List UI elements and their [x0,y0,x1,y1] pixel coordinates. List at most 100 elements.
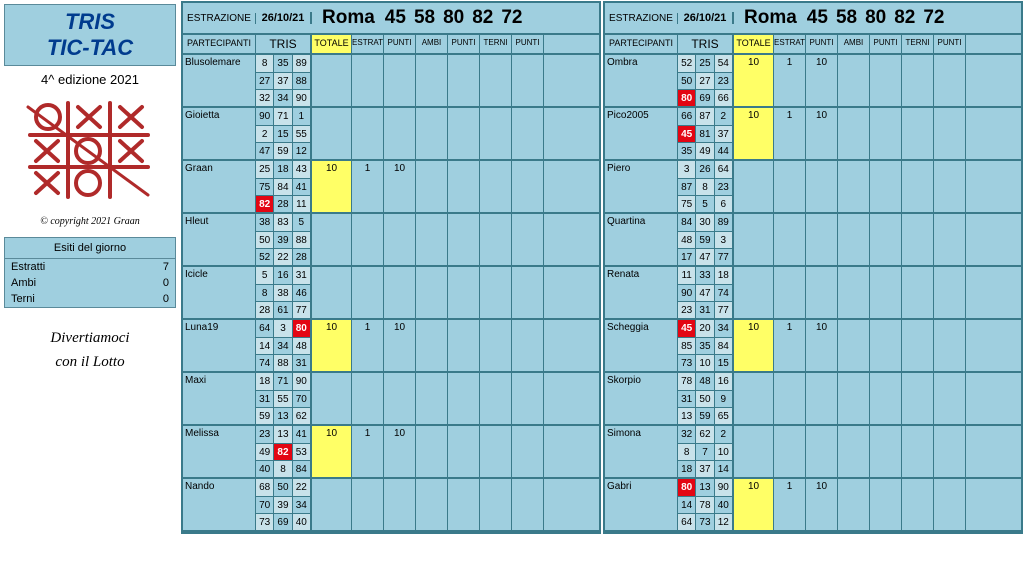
tris-cell: 2 [715,426,732,443]
tris-cell: 12 [715,514,732,530]
tris-cell: 45 [678,320,696,337]
tris-cell: 44 [715,143,732,159]
tris-grid: 187190315570591362 [256,373,312,424]
tris-cell: 59 [274,143,292,159]
tris-grid: 84308948593174777 [678,214,734,265]
tris-cell: 8 [256,55,274,72]
score-cell [448,161,480,212]
tris-cell: 84 [715,338,732,354]
tris-cell: 73 [696,514,714,530]
tris-cell: 48 [696,373,714,390]
score-total: 10 [312,320,352,371]
estrazione-date: 26/10/21 [256,12,312,24]
tris-cell: 62 [293,408,310,424]
tris-cell: 80 [678,90,696,106]
score-cell: 1 [352,426,384,477]
tris-cell: 14 [256,338,274,354]
tris-cell: 2 [715,108,732,125]
tris-cell: 88 [293,232,310,248]
tris-cell: 18 [715,267,732,284]
participant-name: Nando [183,479,256,530]
score-total [312,373,352,424]
score-cell: 10 [806,320,838,371]
score-cell [902,320,934,371]
score-cell [512,267,544,318]
score-cell [774,426,806,477]
tris-cell: 74 [256,355,274,371]
col-score: PUNTI [448,35,480,53]
tris-cell: 33 [696,267,714,284]
title-line-1: TRIS [7,9,173,35]
score-cell [416,55,448,106]
score-cell [902,108,934,159]
score-cell [512,108,544,159]
participant-name: Piero [605,161,678,212]
tris-cell: 22 [274,249,292,265]
score-cell: 1 [352,320,384,371]
score-cell [774,373,806,424]
score-cell [448,426,480,477]
scores [734,373,1021,424]
participant-row: Maxi 187190315570591362 [183,373,599,426]
score-cell [352,479,384,530]
tris-cell: 8 [678,444,696,460]
tris-cell: 18 [274,161,292,178]
participant-row: Blusolemare 83589273788323490 [183,55,599,108]
score-cell [870,320,902,371]
score-total: 10 [734,55,774,106]
tris-grid: 326228710183714 [678,426,734,477]
score-cell: 1 [352,161,384,212]
score-total [312,214,352,265]
score-cell [902,373,934,424]
tris-cell: 50 [696,391,714,407]
tris-cell: 88 [293,73,310,89]
tris-grid: 801390147840647312 [678,479,734,530]
tris-cell: 18 [678,461,696,477]
tris-cell: 5 [256,267,274,284]
score-cell: 10 [384,320,416,371]
tris-grid: 5163183846286177 [256,267,312,318]
tris-cell: 11 [293,196,310,212]
score-cell [838,320,870,371]
col-score: TERNI [480,35,512,53]
score-cell [838,214,870,265]
score-cell [934,55,966,106]
tris-cell: 41 [293,179,310,195]
col-score: PUNTI [512,35,544,53]
tris-cell: 68 [256,479,274,496]
tris-cell: 59 [256,408,274,424]
score-cell [838,373,870,424]
score-cell [512,426,544,477]
tris-cell: 78 [696,497,714,513]
tris-grid: 9071121555475912 [256,108,312,159]
col-participant: PARTECIPANTI [183,35,256,53]
score-cell [934,426,966,477]
score-total [734,426,774,477]
tris-grid: 522554502723806966 [678,55,734,106]
tris-grid: 113318904774233177 [678,267,734,318]
tris-cell: 14 [715,461,732,477]
score-cell: 10 [384,161,416,212]
tris-cell: 40 [293,514,310,530]
participant-name: Gabri [605,479,678,530]
score-cell [934,479,966,530]
col-score: PUNTI [870,35,902,53]
tris-cell: 73 [256,514,274,530]
col-score: PUNTI [384,35,416,53]
tris-cell: 90 [293,373,310,390]
city-label: Roma [312,7,385,29]
tris-cell: 31 [696,302,714,318]
tris-cell: 27 [696,73,714,89]
tris-cell: 15 [715,355,732,371]
col-score: AMBI [838,35,870,53]
drawn-numbers: 4558808272 [385,7,523,29]
scores [312,267,599,318]
score-cell [416,161,448,212]
tris-cell: 31 [293,355,310,371]
tris-cell: 34 [715,320,732,337]
scores: 10 110 [312,426,599,477]
scores: 10 110 [312,161,599,212]
tris-cell: 50 [678,73,696,89]
tris-cell: 48 [293,338,310,354]
title-line-2: TIC-TAC [7,35,173,61]
